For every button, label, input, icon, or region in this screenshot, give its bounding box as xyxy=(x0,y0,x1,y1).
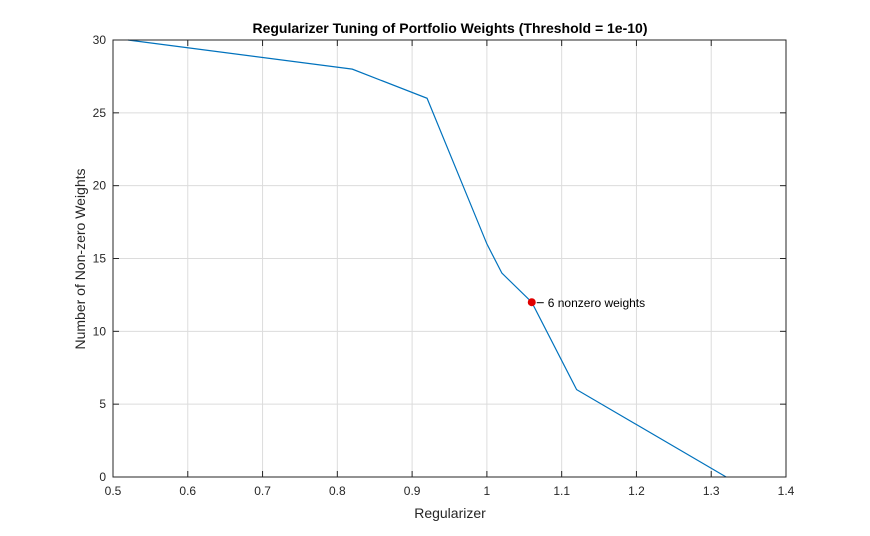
x-tick-label: 0.7 xyxy=(254,484,271,498)
x-tick-label: 1.1 xyxy=(553,484,570,498)
y-tick-label: 25 xyxy=(93,106,107,120)
tick-layer xyxy=(112,39,787,478)
series-layer xyxy=(127,39,727,478)
tick-label-layer: 0.5 0.6 0.7 0.8 0.9 1 1.1 1.2 1.3 1.4 0 5 10 15 20 25 30 xyxy=(93,33,795,498)
x-tick-label: 1.2 xyxy=(628,484,645,498)
highlight-marker xyxy=(527,298,536,307)
y-tick-label: 30 xyxy=(93,33,107,47)
x-tick-label: 1 xyxy=(484,484,491,498)
grid-layer xyxy=(113,40,786,477)
y-tick-label: 0 xyxy=(99,470,106,484)
x-tick-label: 1.4 xyxy=(778,484,795,498)
chart-title: Regularizer Tuning of Portfolio Weights … xyxy=(252,20,647,36)
x-tick-label: 0.8 xyxy=(329,484,346,498)
y-axis-label: Number of Non-zero Weights xyxy=(72,168,88,349)
y-tick-label: 20 xyxy=(93,179,107,193)
annotation-layer: 6 nonzero weights xyxy=(527,296,645,310)
x-tick-label: 0.5 xyxy=(105,484,122,498)
x-tick-label: 0.9 xyxy=(404,484,421,498)
annotation-label: 6 nonzero weights xyxy=(548,296,645,310)
x-tick-label: 1.3 xyxy=(703,484,720,498)
y-tick-label: 15 xyxy=(93,252,107,266)
y-tick-label: 5 xyxy=(99,397,106,411)
series-line xyxy=(127,39,727,478)
x-axis-label: Regularizer xyxy=(414,505,486,521)
x-tick-label: 0.6 xyxy=(179,484,196,498)
y-tick-label: 10 xyxy=(93,324,107,338)
